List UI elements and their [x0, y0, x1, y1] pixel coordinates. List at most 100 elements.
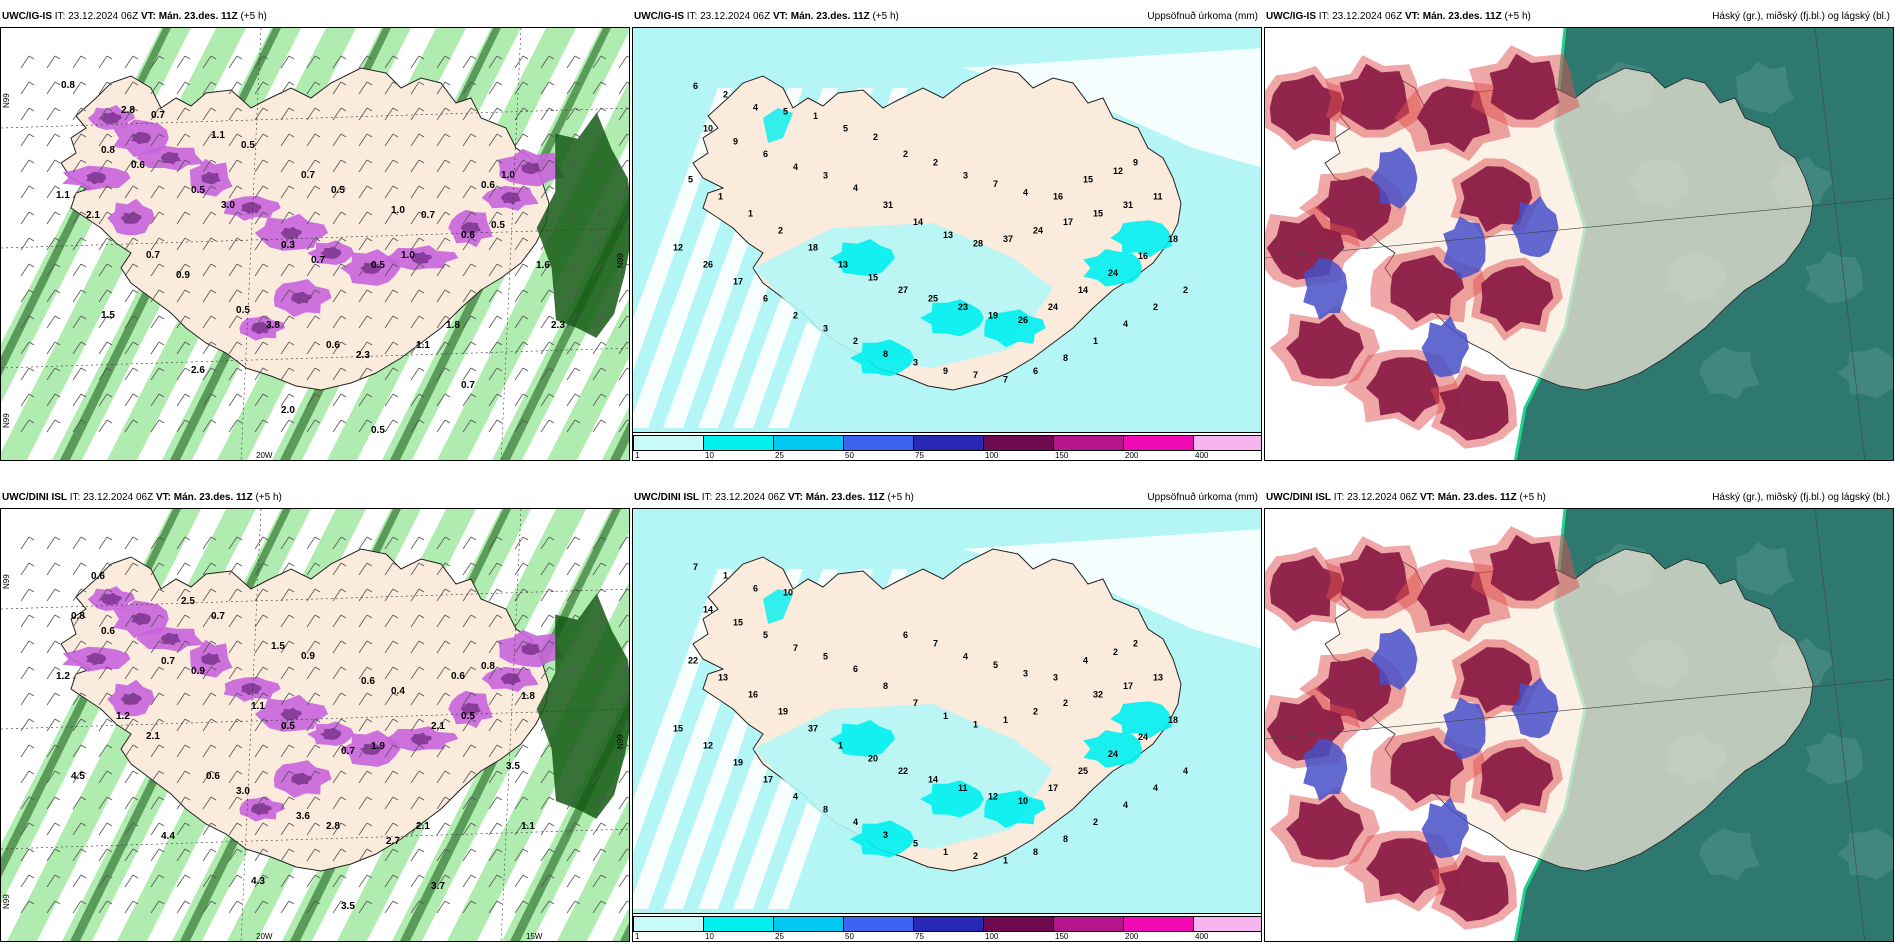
wind-barb-flag: [548, 562, 555, 567]
wind-barb-flag: [496, 315, 503, 320]
wind-barb: [332, 796, 342, 810]
wind-barb: [488, 393, 498, 407]
wind-barb-flag: [470, 744, 477, 749]
map-area[interactable]: 0.7 0.9 0.4 0.8 0.6 0.9 0.5 1.9 0.5 1.2 2.1 3.0 2.8 2…: [0, 508, 630, 942]
valid-time: Mán. 23.des. 11Z: [1437, 492, 1517, 503]
wind-barb-flag: [210, 341, 217, 346]
wind-barb: [514, 341, 524, 355]
map-area[interactable]: [1264, 27, 1894, 461]
wind-barb: [592, 55, 602, 69]
wind-barb: [436, 289, 446, 303]
map-area[interactable]: 6 7 4 5 3 3 4 2 2 14 15 5 7 5 6 8 7 1 1 1 2 2 32 17 13 22 13 16 19 37…: [632, 508, 1262, 942]
mid-cloud-area: [1837, 828, 1893, 880]
map-area[interactable]: [1264, 508, 1894, 942]
wind-barb: [618, 419, 628, 433]
wind-barb-flag: [80, 341, 87, 346]
wind-barb-flag: [418, 419, 425, 424]
precip-value-label: 1: [1003, 855, 1008, 865]
wind-barb: [332, 107, 342, 121]
precip-cell-core: [201, 652, 221, 666]
wind-barb-flag: [262, 770, 269, 775]
wind-barb: [254, 692, 264, 706]
wind-barb-flag: [626, 666, 629, 669]
colorbar-tick-label: 75: [915, 451, 924, 460]
wind-barb-flag: [522, 588, 529, 593]
wind-barb-flag: [106, 263, 113, 268]
wind-barb-flag: [262, 614, 269, 619]
wind-barb: [540, 640, 550, 654]
wind-barb: [384, 107, 394, 121]
wind-barb: [124, 289, 134, 303]
wind-barb-flag: [236, 419, 243, 424]
wind-barb-flag: [80, 536, 87, 541]
wind-barb-flag: [600, 367, 607, 372]
wind-barb-flag: [340, 341, 347, 346]
wind-barb-flag: [28, 211, 35, 216]
precip-cell-core: [291, 772, 312, 786]
panel-precip-igis: UWC/IG-IS IT: 23.12.2024 06Z VT: Mán. 23…: [632, 7, 1262, 461]
wind-barb: [228, 900, 238, 914]
wind-barb: [150, 55, 160, 69]
wind-barb: [176, 107, 186, 121]
wind-barb: [306, 536, 316, 550]
wind-barb-flag: [210, 159, 217, 164]
wind-barb-flag: [626, 81, 629, 84]
wind-barb-flag: [340, 315, 347, 320]
wind-barb: [618, 393, 628, 407]
wind-barb: [254, 341, 264, 355]
wind-barb: [436, 315, 446, 329]
wind-barb: [436, 614, 446, 628]
wind-barb: [592, 796, 602, 810]
wind-barb: [150, 562, 160, 576]
precip-value-label: 6: [753, 583, 758, 593]
wind-barb-flag: [106, 211, 113, 216]
wind-barb-flag: [418, 562, 425, 567]
wind-barb-flag: [418, 393, 425, 398]
wind-barb-flag: [522, 133, 529, 138]
wind-barb: [592, 367, 602, 381]
wind-barb: [488, 900, 498, 914]
wind-barb-flag: [288, 237, 295, 242]
wind-barb: [488, 419, 498, 433]
wind-barb: [46, 588, 56, 602]
wind-barb: [46, 185, 56, 199]
wind-barb-flag: [54, 341, 61, 346]
thick-cloud-area: [1366, 838, 1440, 904]
wind-barb-flag: [28, 588, 35, 593]
wind-barb-flag: [158, 562, 165, 567]
wind-barb-flag: [288, 55, 295, 60]
map-area[interactable]: 0.8 0.7 0.5 0.5 0.7 1.0 0.6 3.0 0.7 1.0 0.5 2.1 0.9 3…: [0, 27, 630, 461]
wind-barb: [124, 900, 134, 914]
panel-title: UWC/DINI ISL IT: 23.12.2024 06Z VT: Mán.…: [634, 488, 914, 508]
wind-barb-flag: [54, 874, 61, 879]
valid-time-label: VT:: [1404, 11, 1420, 22]
wind-barb-flag: [626, 796, 629, 799]
precip-value-label: 0.7: [146, 250, 160, 261]
wind-barb-flag: [28, 315, 35, 320]
precip-value-label: 4: [1153, 783, 1158, 793]
precip-value-label: 3.7: [431, 881, 445, 892]
wind-barb: [514, 393, 524, 407]
strong-wind-area: [536, 593, 629, 819]
wind-barb-flag: [132, 289, 139, 294]
precip-value-label: 6: [693, 81, 698, 91]
wind-barb: [280, 536, 290, 550]
wind-barb: [488, 536, 498, 550]
wind-barb-flag: [132, 159, 139, 164]
wind-barb: [436, 666, 446, 680]
wind-barb-flag: [340, 640, 347, 645]
wind-barb-flag: [210, 419, 217, 424]
thick-cloud-area: [1480, 265, 1554, 333]
wind-barb: [540, 614, 550, 628]
wind-barb-flag: [80, 289, 87, 294]
wind-barb-flag: [626, 159, 629, 162]
precip-value-label: 0.6: [481, 180, 495, 191]
wind-barb: [488, 133, 498, 147]
map-canvas: 0.70.90.40.80.60.90.51.90.51.22.13.02.8 2…: [1, 509, 629, 941]
map-area[interactable]: 6 2 4 5 1 5 2 2 2 3 7 4 16 15 12 9 10 9 6 4 3 4 31 14 13 28 37 24 17…: [632, 27, 1262, 461]
panel-cloud-igis: UWC/IG-IS IT: 23.12.2024 06Z VT: Mán. 23…: [1264, 7, 1894, 461]
wind-barb-flag: [158, 133, 165, 138]
wind-barb: [46, 133, 56, 147]
wind-barb-flag: [262, 419, 269, 424]
wind-barb: [540, 289, 550, 303]
